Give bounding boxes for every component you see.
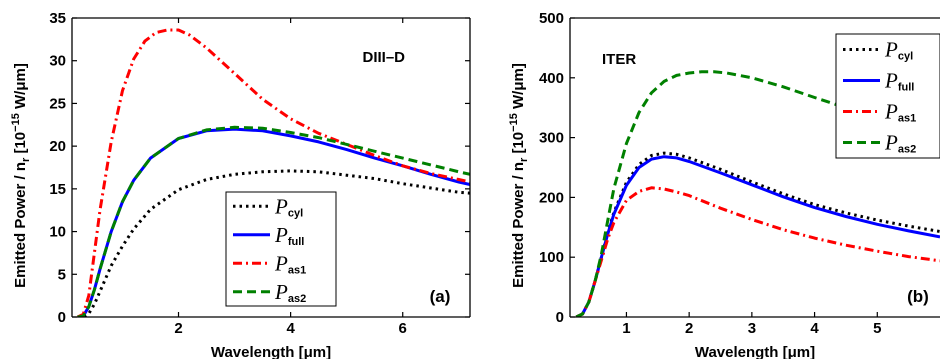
y-tick-label: 5 — [58, 266, 66, 283]
x-tick-label: 4 — [810, 320, 819, 337]
series-line-as2 — [575, 70, 940, 317]
panel-a: 0 5 10 15 20 25 30 35 2 4 6 Wavelength [μm] Emitted … — [10, 10, 471, 359]
x-axis-label: Wavelength [μm] — [695, 344, 815, 359]
y-tick-label: 300 — [539, 130, 564, 147]
x-tick-label: 3 — [748, 320, 756, 337]
y-tick-label: 25 — [49, 95, 66, 112]
panel-label: (b) — [907, 287, 929, 306]
series-line-as1 — [76, 28, 470, 317]
y-tick-label: 35 — [49, 10, 66, 27]
y-axis-label: Emitted Power / nr [10−15 W/μm] — [10, 63, 32, 288]
legend-box — [225, 191, 337, 307]
x-tick-label: 6 — [399, 320, 407, 337]
legend-label-cyl: Pcyl — [274, 194, 303, 219]
y-axis-label: Emitted Power / nr [10−15 W/μm] — [508, 63, 530, 288]
legend-label-full: Pfull — [884, 69, 914, 94]
machine-annotation: ITER — [602, 51, 636, 68]
x-tick-label: 2 — [685, 320, 693, 337]
x-tick-label: 1 — [622, 320, 630, 337]
y-tick-label: 15 — [49, 181, 66, 198]
series-line-cyl — [77, 169, 470, 317]
x-axis-label: Wavelength [μm] — [211, 344, 331, 359]
series-line-cyl — [575, 151, 940, 317]
series-line-full — [575, 155, 940, 317]
legend-label-full: Pfull — [274, 223, 304, 248]
x-tick-label: 5 — [873, 320, 881, 337]
y-tick-label: 0 — [58, 309, 66, 326]
series-lines — [575, 70, 940, 317]
y-tick-label: 10 — [49, 224, 66, 241]
series-line-as2 — [77, 125, 470, 317]
y-tick-label: 500 — [539, 10, 564, 27]
x-tick-label: 4 — [286, 320, 295, 337]
legend-label-cyl: Pcyl — [884, 38, 913, 63]
y-tick-label: 20 — [49, 138, 66, 155]
legend-label-as2: Pas2 — [274, 280, 306, 305]
legend-label-as1: Pas1 — [274, 251, 306, 276]
machine-annotation: DIII–D — [362, 49, 405, 66]
y-tick-label: 200 — [539, 189, 564, 206]
y-tick-label: 400 — [539, 70, 564, 87]
legend-label-as1: Pas1 — [884, 100, 916, 125]
y-tick-label: 0 — [556, 309, 564, 326]
legend: Pcyl Pfull Pas1 Pas2 — [225, 191, 337, 307]
series-lines — [76, 28, 470, 317]
legend-box — [835, 33, 940, 159]
series-line-as1 — [575, 186, 940, 317]
legend: Pcyl Pfull Pas1 Pas2 — [835, 33, 940, 159]
panel-label: (a) — [430, 287, 451, 306]
y-tick-label: 30 — [49, 53, 66, 70]
x-tick-label: 2 — [174, 320, 182, 337]
panel-b: 0 100 200 300 400 500 1 2 3 4 5 Wavelength [μm] Emit… — [508, 10, 940, 359]
legend-label-as2: Pas2 — [884, 131, 916, 156]
y-tick-label: 100 — [539, 249, 564, 266]
